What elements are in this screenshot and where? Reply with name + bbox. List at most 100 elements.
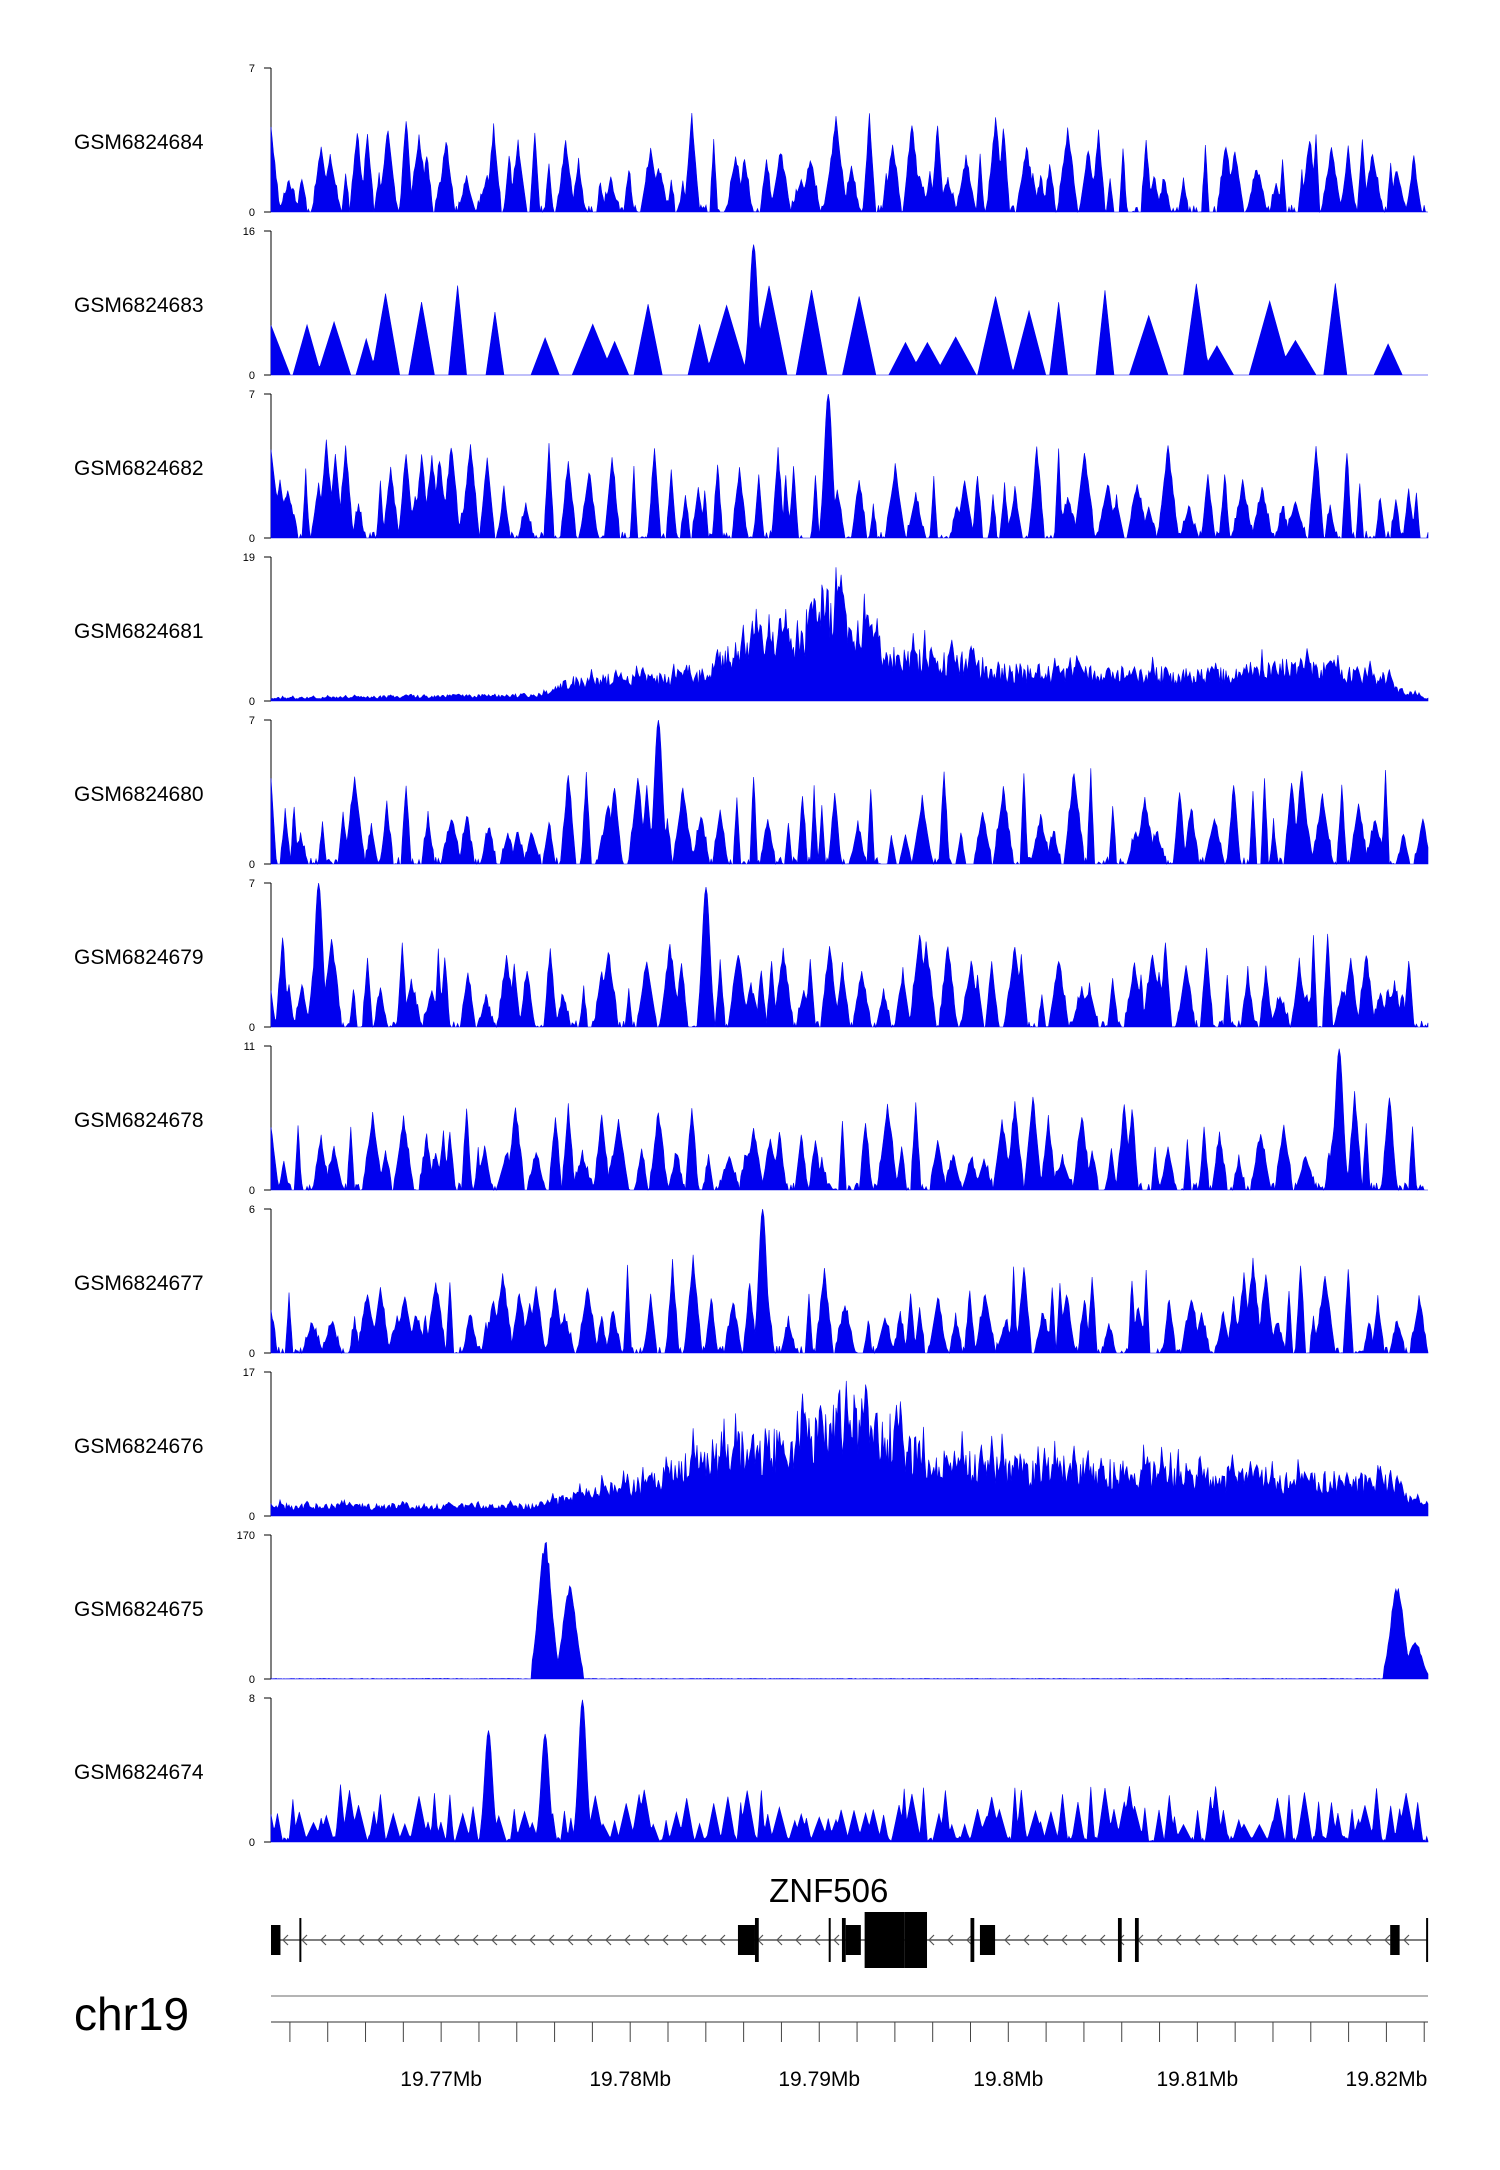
strand-arrow [1232, 1934, 1239, 1946]
y-min-label: 0 [249, 859, 255, 871]
track-GSM6824679: GSM6824679 7 0 [74, 878, 1429, 1034]
y-min-label: 0 [249, 1022, 255, 1034]
chromosome-label: chr19 [74, 1988, 189, 2040]
y-max-label: 19 [243, 552, 255, 564]
x-tick-label: 19.82Mb [1346, 2068, 1428, 2091]
gene-name-label: ZNF506 [769, 1872, 888, 1909]
gene-exon [1117, 1918, 1122, 1962]
track-label: GSM6824679 [74, 946, 204, 969]
strand-arrow [947, 1934, 954, 1946]
strand-arrow [1194, 1934, 1201, 1946]
track-GSM6824674: GSM6824674 8 0 [74, 1693, 1429, 1849]
signal-area [270, 882, 1429, 1029]
gene-track: ZNF506 [271, 1872, 1429, 1968]
strand-arrow [643, 1934, 650, 1946]
gene-exon [1134, 1918, 1139, 1962]
strand-arrow [1346, 1934, 1353, 1946]
track-GSM6824677: GSM6824677 6 0 [74, 1204, 1429, 1360]
strand-arrow [1403, 1934, 1410, 1946]
track-label: GSM6824675 [74, 1598, 204, 1621]
y-min-label: 0 [249, 533, 255, 545]
y-max-label: 16 [243, 226, 255, 238]
signal-area [270, 1699, 1429, 1843]
x-tick-label: 19.78Mb [589, 2068, 671, 2091]
track-label: GSM6824677 [74, 1272, 204, 1295]
strand-arrow [1004, 1934, 1011, 1946]
strand-arrow [1213, 1934, 1220, 1946]
track-label: GSM6824682 [74, 457, 204, 480]
strand-arrow [320, 1934, 327, 1946]
signal-area [270, 567, 1429, 702]
signal-area [270, 719, 1429, 866]
strand-arrow [833, 1934, 840, 1946]
signal-area [270, 112, 1428, 214]
gene-exon [841, 1918, 846, 1962]
strand-arrow [719, 1934, 726, 1946]
gene-exon [271, 1925, 281, 1955]
strand-arrow [681, 1934, 688, 1946]
signal-area [270, 1380, 1429, 1517]
strand-arrow [1251, 1934, 1258, 1946]
strand-arrow [510, 1934, 517, 1946]
y-min-label: 0 [249, 1511, 255, 1523]
x-tick-label: 19.79Mb [778, 2068, 860, 2091]
strand-arrow [339, 1934, 346, 1946]
strand-arrow [434, 1934, 441, 1946]
track-GSM6824681: GSM6824681 19 0 [74, 552, 1429, 708]
gene-exon [299, 1918, 302, 1962]
strand-arrow [1061, 1934, 1068, 1946]
gene-exon [1426, 1918, 1429, 1962]
track-GSM6824678: GSM6824678 11 0 [74, 1041, 1428, 1197]
strand-arrow [567, 1934, 574, 1946]
gene-exon [1390, 1925, 1400, 1955]
x-tick-label: 19.8Mb [973, 2068, 1043, 2091]
y-max-label: 8 [249, 1693, 255, 1705]
strand-arrow [282, 1934, 289, 1946]
strand-arrow [358, 1934, 365, 1946]
strand-arrow [776, 1934, 783, 1946]
strand-arrow [1365, 1934, 1372, 1946]
y-min-label: 0 [249, 207, 255, 219]
y-min-label: 0 [249, 1185, 255, 1197]
strand-arrow [624, 1934, 631, 1946]
track-GSM6824682: GSM6824682 7 0 [74, 389, 1429, 545]
track-label: GSM6824683 [74, 294, 204, 317]
strand-arrow [529, 1934, 536, 1946]
track-label: GSM6824676 [74, 1435, 204, 1458]
strand-arrow [814, 1934, 821, 1946]
track-label: GSM6824678 [74, 1109, 204, 1132]
track-GSM6824676: GSM6824676 17 0 [74, 1367, 1429, 1523]
y-min-label: 0 [249, 1837, 255, 1849]
strand-arrow [301, 1934, 308, 1946]
y-max-label: 7 [249, 63, 255, 75]
strand-arrow [1308, 1934, 1315, 1946]
signal-area [270, 1208, 1429, 1355]
strand-arrow [662, 1934, 669, 1946]
strand-arrow [605, 1934, 612, 1946]
y-min-label: 0 [249, 370, 255, 382]
gene-exon [845, 1925, 861, 1955]
strand-arrow [700, 1934, 707, 1946]
track-label: GSM6824674 [74, 1761, 204, 1784]
signal-tracks: GSM682468470GSM6824683160GSM682468270GSM… [74, 63, 1429, 1849]
strand-arrow [1175, 1934, 1182, 1946]
strand-arrow [1270, 1934, 1277, 1946]
gene-exon [828, 1918, 831, 1962]
y-min-label: 0 [249, 696, 255, 708]
strand-arrow [795, 1934, 802, 1946]
y-max-label: 6 [249, 1204, 255, 1216]
y-max-label: 11 [244, 1041, 255, 1053]
strand-arrow [453, 1934, 460, 1946]
track-GSM6824683: GSM6824683 16 0 [74, 226, 1428, 382]
gene-exon [864, 1912, 905, 1968]
strand-arrow [928, 1934, 935, 1946]
strand-arrow [1023, 1934, 1030, 1946]
strand-arrow [396, 1934, 403, 1946]
signal-area [270, 393, 1429, 540]
signal-area [270, 244, 1428, 376]
track-GSM6824680: GSM6824680 7 0 [74, 715, 1429, 871]
strand-arrow [1384, 1934, 1391, 1946]
y-min-label: 0 [249, 1674, 255, 1686]
